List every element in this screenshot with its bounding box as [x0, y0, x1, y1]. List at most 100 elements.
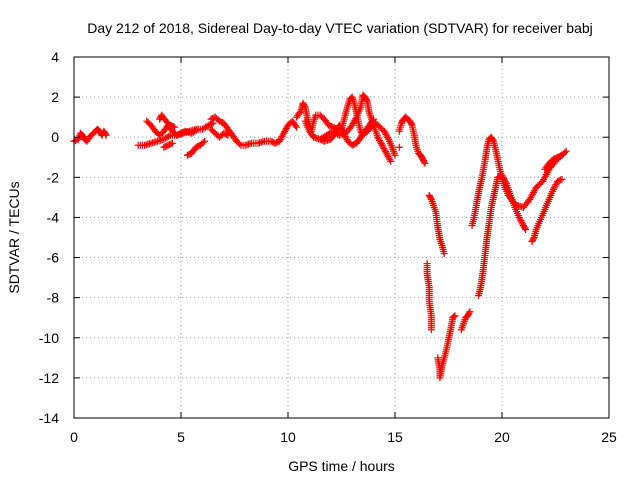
- data-point: [203, 122, 211, 130]
- data-point: [516, 215, 524, 223]
- y-axis-title: SDTVAR / TECUs: [6, 181, 22, 293]
- data-point: [348, 121, 356, 129]
- data-point: [556, 152, 564, 160]
- data-point: [362, 96, 370, 104]
- data-point: [515, 213, 523, 221]
- data-point: [281, 126, 289, 134]
- data-point: [384, 134, 392, 142]
- data-point: [279, 131, 287, 139]
- data-point: [201, 137, 209, 145]
- data-point: [551, 182, 559, 190]
- y-tick-label: -8: [47, 290, 60, 306]
- data-point: [375, 135, 383, 143]
- data-point: [332, 128, 340, 136]
- data-point: [427, 326, 435, 334]
- x-tick-label: 5: [177, 429, 185, 445]
- data-point: [421, 159, 429, 167]
- data-point: [376, 136, 384, 144]
- data-point: [383, 132, 391, 140]
- data-point: [369, 117, 377, 125]
- data-point: [209, 119, 217, 127]
- data-point: [440, 250, 448, 258]
- data-point: [340, 129, 348, 137]
- data-point: [498, 171, 506, 179]
- data-point: [169, 123, 177, 131]
- data-point: [351, 116, 359, 124]
- data-point: [380, 144, 388, 152]
- data-point: [427, 194, 435, 202]
- data-point: [102, 131, 110, 139]
- data-point: [466, 308, 474, 316]
- data-point: [517, 217, 525, 225]
- data-point: [500, 175, 508, 183]
- data-point: [534, 182, 542, 190]
- data-point: [387, 157, 395, 165]
- data-point: [293, 123, 301, 131]
- data-point: [420, 158, 428, 166]
- data-point: [451, 312, 459, 320]
- x-tick-label: 10: [280, 429, 296, 445]
- data-point: [352, 115, 360, 123]
- data-point: [378, 141, 386, 149]
- y-tick-label: 2: [51, 89, 59, 105]
- data-point: [194, 125, 202, 133]
- data-point: [519, 220, 527, 228]
- data-point: [501, 176, 509, 184]
- data-point: [386, 156, 394, 164]
- data-point: [385, 154, 393, 162]
- data-point: [558, 151, 566, 159]
- data-point: [331, 129, 339, 137]
- data-point: [562, 147, 570, 155]
- data-point: [199, 139, 207, 147]
- data-point: [521, 224, 529, 232]
- data-point: [370, 115, 378, 123]
- data-point: [349, 120, 357, 128]
- data-point: [556, 176, 564, 184]
- data-point: [168, 139, 176, 147]
- data-point: [281, 128, 289, 136]
- data-point: [391, 151, 399, 159]
- data-point: [382, 149, 390, 157]
- data-point: [282, 124, 290, 132]
- data-points: [70, 91, 570, 382]
- data-point: [550, 184, 558, 192]
- data-point: [165, 132, 173, 140]
- data-point: [374, 133, 382, 141]
- y-tick-label: -4: [47, 209, 60, 225]
- data-point: [379, 143, 387, 151]
- x-axis-title: GPS time / hours: [288, 458, 395, 474]
- grid: [74, 57, 609, 418]
- data-point: [337, 124, 345, 132]
- data-point: [522, 225, 530, 233]
- data-point: [382, 130, 390, 138]
- data-point: [342, 134, 350, 142]
- chart-title: Day 212 of 2018, Sidereal Day-to-day VTE…: [87, 20, 593, 36]
- data-point: [383, 151, 391, 159]
- data-point: [336, 123, 344, 131]
- data-point: [341, 132, 349, 140]
- plot-frame: [73, 56, 610, 419]
- data-point: [450, 313, 458, 321]
- data-point: [340, 131, 348, 139]
- x-tick-label: 0: [70, 429, 78, 445]
- data-point: [529, 235, 537, 243]
- data-point: [296, 109, 304, 117]
- y-tick-label: 0: [51, 129, 59, 145]
- data-point: [338, 126, 346, 134]
- data-point: [280, 129, 288, 137]
- data-point: [167, 140, 175, 148]
- data-point: [223, 131, 231, 139]
- x-tick-label: 25: [601, 429, 617, 445]
- data-point: [501, 178, 509, 186]
- data-point: [276, 136, 284, 144]
- data-point: [171, 123, 179, 131]
- data-point: [518, 218, 526, 226]
- data-point: [395, 143, 403, 151]
- data-point: [193, 126, 201, 134]
- axis-ticks: 0 5 10 15 20 25 -14 -12 -10 -8 -6 -4 -2 0 2 4: [39, 49, 617, 445]
- data-point: [377, 140, 385, 148]
- data-point: [335, 121, 343, 129]
- y-tick-label: -12: [39, 370, 59, 386]
- data-point: [277, 134, 285, 142]
